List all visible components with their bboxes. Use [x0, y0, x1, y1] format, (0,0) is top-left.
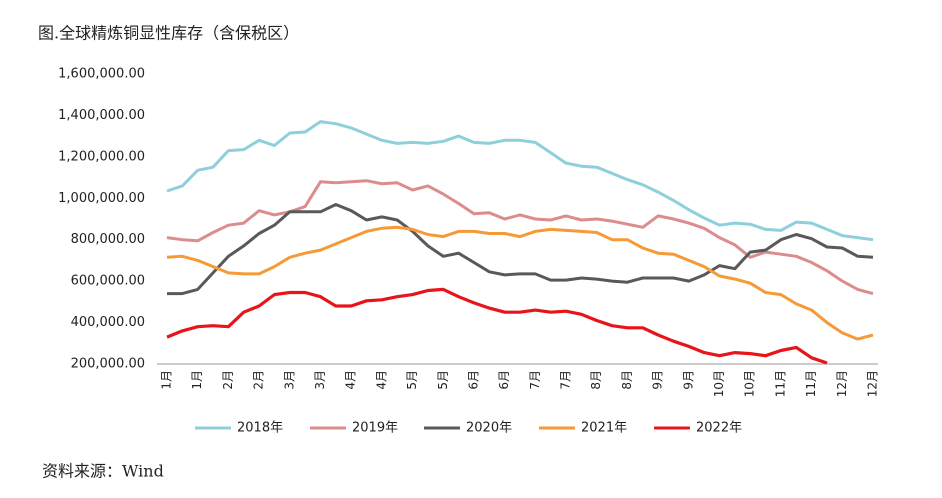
x-tick-label: 9月 — [681, 370, 695, 390]
source-note: 资料来源：Wind — [42, 462, 164, 481]
legend-label: 2018年 — [237, 421, 283, 436]
x-tick-label: 12月 — [835, 370, 849, 397]
x-tick-label: 8月 — [620, 370, 634, 390]
x-tick-label: 2月 — [221, 370, 235, 390]
x-tick-label: 4月 — [344, 370, 358, 390]
series-line — [166, 179, 874, 296]
y-tick-label: 1,200,000.00 — [58, 149, 145, 164]
x-tick-label: 3月 — [282, 370, 296, 390]
y-tick-label: 200,000.00 — [71, 357, 145, 372]
y-tick-label: 400,000.00 — [71, 315, 145, 330]
x-tick-label: 6月 — [497, 370, 511, 390]
x-tick-label: 11月 — [804, 370, 818, 397]
x-tick-label: 1月 — [160, 370, 174, 390]
x-tick-label: 6月 — [466, 370, 480, 390]
x-tick-label: 1月 — [190, 370, 204, 390]
x-tick-label: 8月 — [589, 370, 603, 390]
x-tick-label: 12月 — [866, 370, 880, 397]
x-tick-label: 3月 — [313, 370, 327, 390]
x-tick-label: 2月 — [252, 370, 266, 390]
series-line — [167, 203, 874, 296]
series-line — [166, 225, 874, 341]
legend-label: 2020年 — [466, 421, 512, 436]
legend-label: 2019年 — [352, 421, 398, 436]
x-tick-label: 5月 — [405, 370, 419, 390]
y-tick-label: 1,400,000.00 — [58, 108, 145, 123]
series-line — [166, 287, 828, 365]
x-tick-label: 10月 — [743, 370, 757, 397]
x-tick-label: 7月 — [528, 370, 542, 390]
x-tick-label: 5月 — [436, 370, 450, 390]
legend-label: 2022年 — [696, 421, 742, 436]
legend-label: 2021年 — [581, 421, 627, 436]
x-tick-label: 9月 — [651, 370, 665, 390]
x-tick-label: 11月 — [773, 370, 787, 397]
x-tick-label: 10月 — [712, 370, 726, 397]
x-tick-label: 4月 — [374, 370, 388, 390]
series-line — [166, 120, 874, 242]
y-tick-label: 800,000.00 — [71, 232, 145, 247]
chart-title: 图.全球精炼铜显性库存（含保税区） — [38, 24, 299, 43]
y-tick-label: 600,000.00 — [71, 274, 145, 289]
y-tick-label: 1,000,000.00 — [58, 191, 145, 206]
x-tick-label: 7月 — [559, 370, 573, 390]
y-tick-label: 1,600,000.00 — [58, 67, 145, 82]
